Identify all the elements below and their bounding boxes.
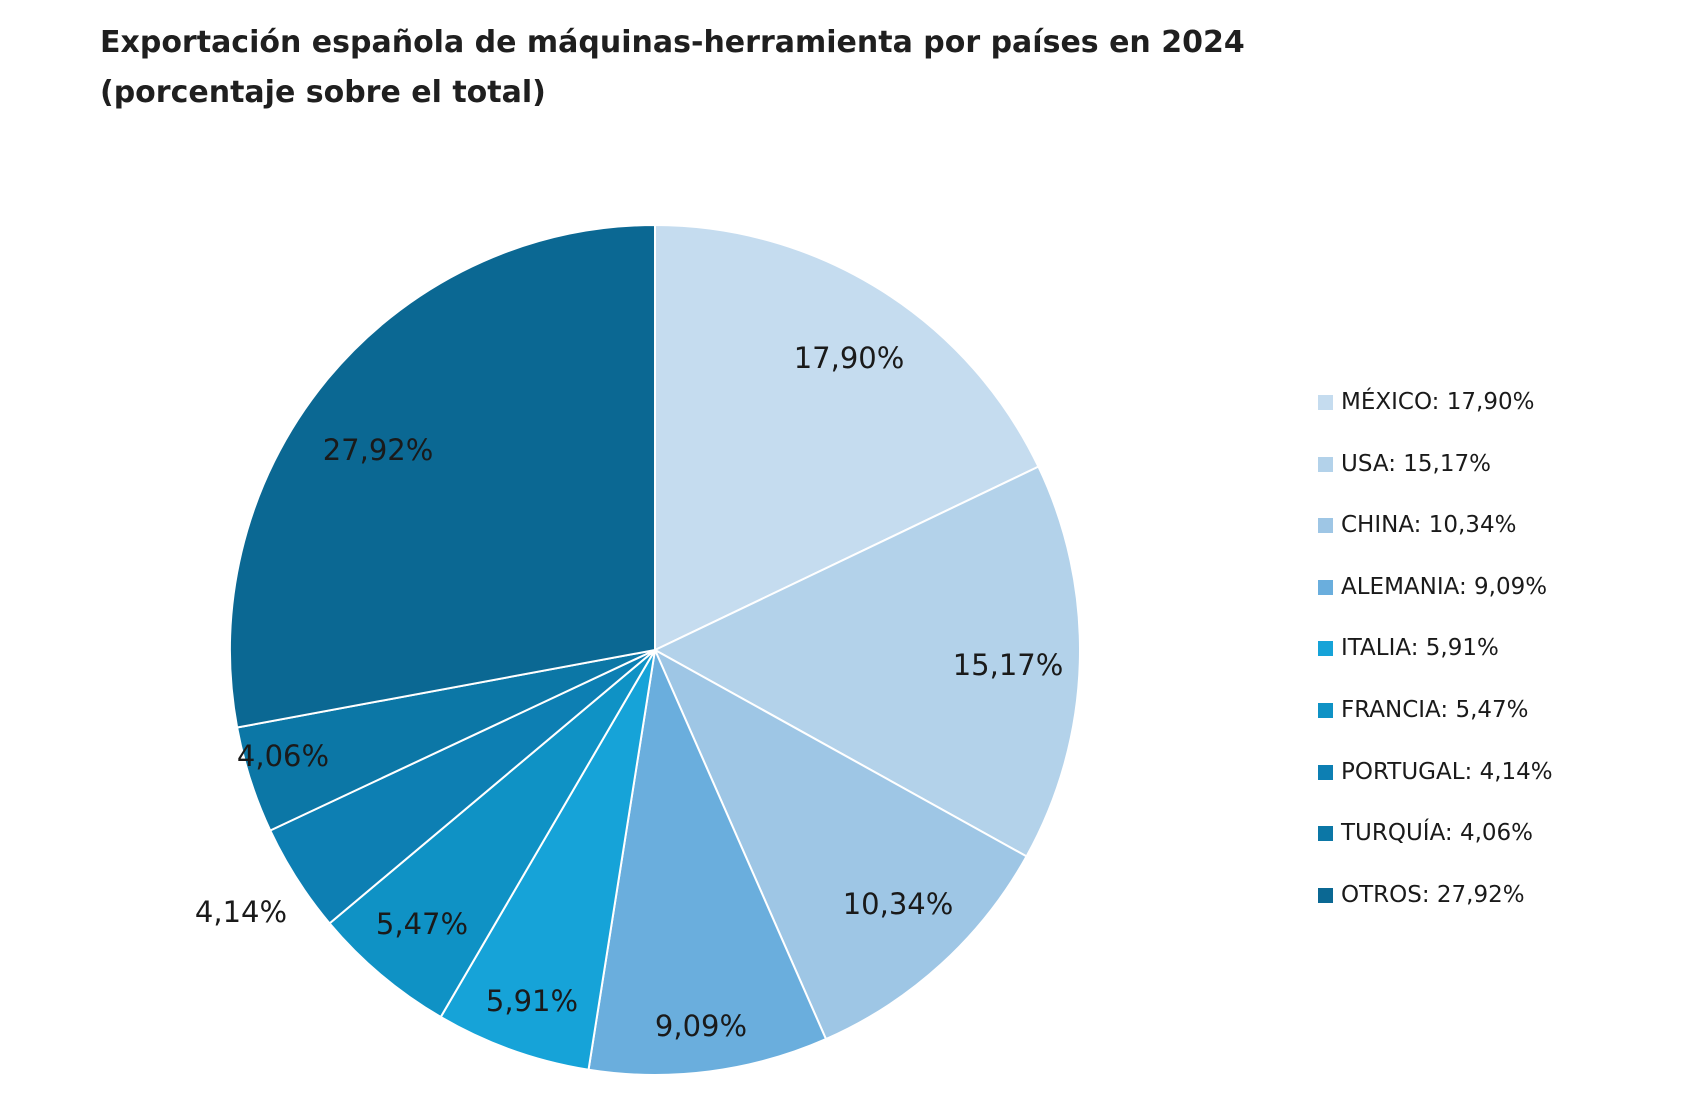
legend-swatch [1318,579,1333,595]
legend-item-otros: OTROS: 27,92% [1318,879,1698,941]
pie-slice-usa [654,465,1081,858]
legend-swatch [1318,887,1333,903]
chart-title: Exportación española de máquinas-herrami… [100,18,1600,118]
legend-swatch [1318,641,1333,657]
legend-label: OTROS: 27,92% [1341,881,1525,908]
legend-label: TURQUÍA: 4,06% [1341,820,1534,847]
pie-slice-alemania [587,649,827,1076]
slice-label-otros: 27,92% [323,433,434,467]
slice-label-méxico: 17,90% [794,341,905,375]
legend-label: ITALIA: 5,91% [1341,635,1499,662]
legend-item-francia: FRANCIA: 5,47% [1318,694,1698,756]
legend-item-turquía: TURQUÍA: 4,06% [1318,817,1698,879]
legend-swatch [1318,764,1333,780]
pie-slice-francia [328,649,656,1019]
legend-item-italia: ITALIA: 5,91% [1318,632,1698,694]
slice-label-italia: 5,91% [486,984,578,1018]
slice-label-usa: 15,17% [953,648,1064,682]
legend-item-alemania: ALEMANIA: 9,09% [1318,571,1698,633]
legend-label: ALEMANIA: 9,09% [1341,573,1548,600]
legend-swatch [1318,702,1333,718]
pie-slice-china [654,649,1028,1041]
legend: MÉXICO: 17,90% USA: 15,17% CHINA: 10,34% AL… [1318,386,1698,940]
legend-item-portugal: PORTUGAL: 4,14% [1318,756,1698,818]
slice-label-portugal: 4,14% [195,895,287,929]
legend-swatch [1318,456,1333,472]
chart-subtitle: (porcentaje sobre el total) [100,75,546,110]
legend-item-china: CHINA: 10,34% [1318,509,1698,571]
chart-title-main: Exportación española de máquinas-herrami… [100,25,1245,60]
pie-slice-otros [229,224,656,729]
pie-slice-italia [439,649,656,1071]
legend-swatch [1318,518,1333,534]
slice-label-china: 10,34% [843,887,954,921]
slice-label-turquía: 4,06% [237,739,329,773]
pie-slice-méxico [654,224,1040,651]
legend-item-méxico: MÉXICO: 17,90% [1318,386,1698,448]
legend-item-usa: USA: 15,17% [1318,448,1698,510]
legend-swatch [1318,826,1333,842]
legend-label: MÉXICO: 17,90% [1341,389,1535,415]
slice-label-alemania: 9,09% [655,1009,747,1043]
legend-label: CHINA: 10,34% [1341,512,1517,539]
legend-label: PORTUGAL: 4,14% [1341,758,1553,785]
slice-label-francia: 5,47% [376,907,468,941]
legend-label: FRANCIA: 5,47% [1341,696,1529,723]
legend-label: USA: 15,17% [1341,450,1491,477]
legend-swatch [1318,395,1333,410]
